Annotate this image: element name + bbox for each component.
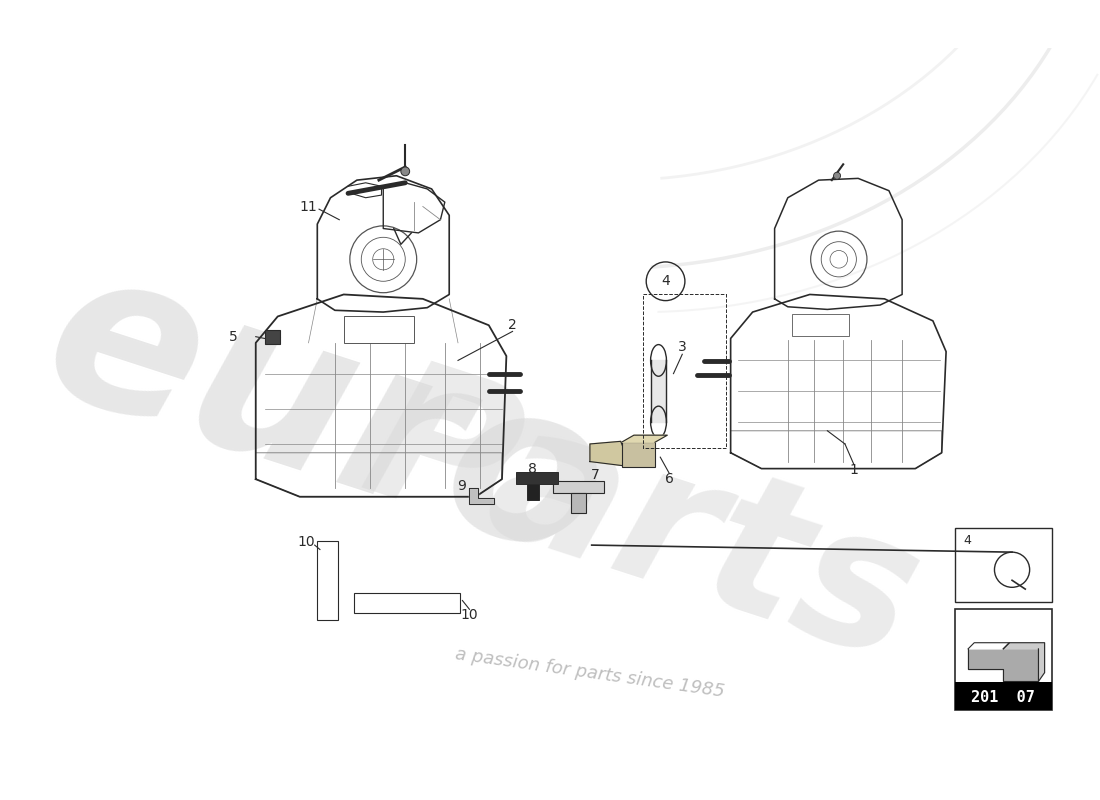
Polygon shape — [968, 642, 1010, 649]
Text: 201  07: 201 07 — [971, 690, 1035, 705]
Text: 3: 3 — [678, 340, 686, 354]
Bar — [792, 314, 849, 336]
Text: 5: 5 — [230, 330, 238, 344]
Text: 10: 10 — [297, 535, 315, 550]
Text: euro: euro — [21, 227, 631, 608]
Bar — [317, 541, 339, 620]
Bar — [343, 317, 414, 343]
Bar — [527, 485, 539, 500]
Bar — [354, 594, 460, 613]
Polygon shape — [470, 488, 494, 504]
Text: 6: 6 — [664, 472, 673, 486]
Text: 2: 2 — [508, 318, 517, 332]
Text: 11: 11 — [299, 199, 318, 214]
Polygon shape — [1003, 642, 1045, 682]
Text: Parts: Parts — [344, 346, 940, 700]
Text: 4: 4 — [964, 534, 971, 547]
Text: 4: 4 — [661, 274, 670, 288]
Polygon shape — [621, 435, 668, 442]
Circle shape — [834, 172, 840, 179]
Polygon shape — [590, 442, 625, 466]
Text: a passion for parts since 1985: a passion for parts since 1985 — [454, 645, 726, 701]
Bar — [955, 682, 1052, 710]
Text: 9: 9 — [458, 479, 466, 493]
Bar — [621, 442, 654, 467]
Bar — [516, 472, 559, 485]
Bar — [955, 527, 1052, 602]
Circle shape — [400, 167, 409, 176]
Text: 8: 8 — [528, 462, 537, 475]
Text: 7: 7 — [591, 468, 600, 482]
Bar — [571, 494, 586, 513]
Bar — [264, 330, 280, 344]
Bar — [955, 610, 1052, 710]
Bar — [553, 481, 604, 494]
Text: 10: 10 — [461, 609, 478, 622]
Bar — [642, 294, 726, 448]
Text: 1: 1 — [849, 463, 858, 478]
Polygon shape — [968, 649, 1038, 682]
